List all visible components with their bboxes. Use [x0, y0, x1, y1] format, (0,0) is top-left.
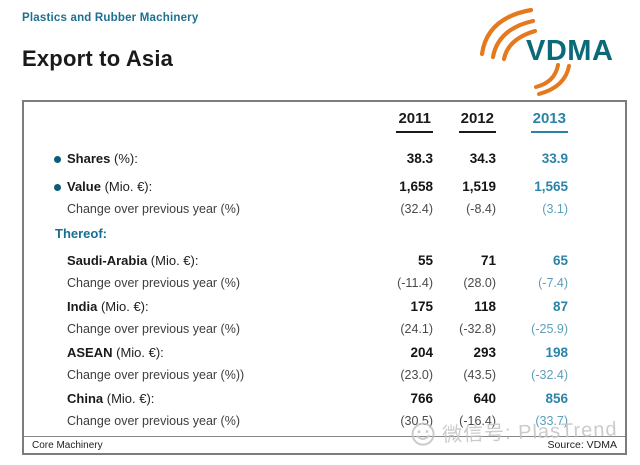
row-label: Thereof: — [55, 226, 107, 241]
value-cell: 33.9 — [541, 151, 568, 166]
footer-left-label: Core Machinery — [32, 439, 103, 451]
table-row-india: India (Mio. €): 175 118 87 — [24, 296, 625, 318]
value-cell: 38.3 — [406, 151, 433, 166]
logo-arcs-bottom — [534, 63, 571, 96]
year-column-2012: 2012 — [433, 108, 496, 133]
table-row-value: Value (Mio. €): 1,658 1,519 1,565 — [24, 176, 625, 198]
value-cell: 198 — [545, 345, 568, 360]
row-label: Value (Mio. €): — [54, 176, 370, 198]
value-cell: 1,658 — [399, 179, 433, 194]
table-row-change-asean: Change over previous year (%)) (23.0) (4… — [24, 364, 625, 386]
value-cell: 34.3 — [469, 151, 496, 166]
table-footer: Core Machinery Source: VDMA — [24, 436, 625, 453]
table-row-change-saudi: Change over previous year (%) (-11.4) (2… — [24, 272, 625, 294]
value-cell: 87 — [552, 299, 568, 314]
bullet-icon — [54, 184, 61, 191]
table-row-thereof: Thereof: — [24, 223, 625, 245]
value-cell: 1,519 — [462, 179, 496, 194]
category-label: Plastics and Rubber Machinery — [22, 12, 199, 24]
value-cell: 118 — [474, 299, 496, 314]
year-column-2013: 2013 — [496, 108, 568, 133]
table-header-row: 2011 2012 2013 — [24, 108, 625, 133]
value-cell: 1,565 — [534, 179, 568, 194]
value-cell: 293 — [473, 345, 496, 360]
row-label: Change over previous year (%) — [67, 322, 240, 336]
value-cell: (30.5) — [400, 414, 433, 428]
row-label: Change over previous year (%) — [67, 202, 240, 216]
table-row-saudi-arabia: Saudi-Arabia (Mio. €): 55 71 65 — [24, 250, 625, 272]
value-cell: (-32.4) — [531, 368, 568, 382]
value-cell: (-16.4) — [459, 414, 496, 428]
row-label: Change over previous year (%) — [67, 276, 240, 290]
vdma-logo: VDMA — [478, 2, 636, 100]
value-cell: (-32.8) — [459, 322, 496, 336]
table-row-asean: ASEAN (Mio. €): 204 293 198 — [24, 342, 625, 364]
value-cell: (28.0) — [463, 276, 496, 290]
page-title: Export to Asia — [22, 46, 174, 71]
row-label: China (Mio. €): — [67, 391, 155, 406]
value-cell: (-11.4) — [397, 276, 433, 290]
year-label: 2013 — [530, 108, 568, 133]
year-label: 2011 — [396, 108, 433, 133]
row-label: India (Mio. €): — [67, 299, 149, 314]
value-cell: (-8.4) — [466, 202, 496, 216]
value-cell: 640 — [473, 391, 496, 406]
row-label: Saudi-Arabia (Mio. €): — [67, 253, 199, 268]
row-label: Shares (%): — [54, 148, 370, 170]
value-cell: (43.5) — [463, 368, 496, 382]
table-row-change-value: Change over previous year (%) (32.4) (-8… — [24, 198, 625, 220]
value-cell: 204 — [410, 345, 433, 360]
value-cell: (32.4) — [400, 202, 433, 216]
value-cell: (-25.9) — [531, 322, 568, 336]
value-cell: 65 — [552, 253, 568, 268]
value-cell: (33.7) — [535, 414, 568, 428]
bullet-icon — [54, 156, 61, 163]
row-label: ASEAN (Mio. €): — [67, 345, 164, 360]
logo-arcs-top — [479, 7, 538, 62]
vdma-logo-text: VDMA — [526, 35, 613, 67]
table-row-change-india: Change over previous year (%) (24.1) (-3… — [24, 318, 625, 340]
year-label: 2012 — [458, 108, 496, 133]
row-label: Change over previous year (%) — [67, 414, 240, 428]
value-cell: (3.1) — [542, 202, 568, 216]
row-label — [67, 108, 370, 133]
row-label: Change over previous year (%)) — [67, 368, 245, 382]
value-cell: (24.1) — [400, 322, 433, 336]
table-row-change-china: Change over previous year (%) (30.5) (-1… — [24, 410, 625, 432]
value-cell: (23.0) — [400, 368, 433, 382]
value-cell: (-7.4) — [538, 276, 568, 290]
value-cell: 55 — [417, 253, 433, 268]
value-cell: 175 — [410, 299, 433, 314]
footer-source-label: Source: VDMA — [547, 439, 617, 451]
data-table: 2011 2012 2013 Shares (%): 38.3 34.3 33.… — [22, 100, 627, 455]
value-cell: 71 — [480, 253, 496, 268]
value-cell: 766 — [410, 391, 433, 406]
vdma-logo-graphic: VDMA — [479, 7, 613, 96]
table-row-shares: Shares (%): 38.3 34.3 33.9 — [24, 148, 625, 170]
table-row-china: China (Mio. €): 766 640 856 — [24, 388, 625, 410]
value-cell: 856 — [545, 391, 568, 406]
year-column-2011: 2011 — [370, 108, 433, 133]
